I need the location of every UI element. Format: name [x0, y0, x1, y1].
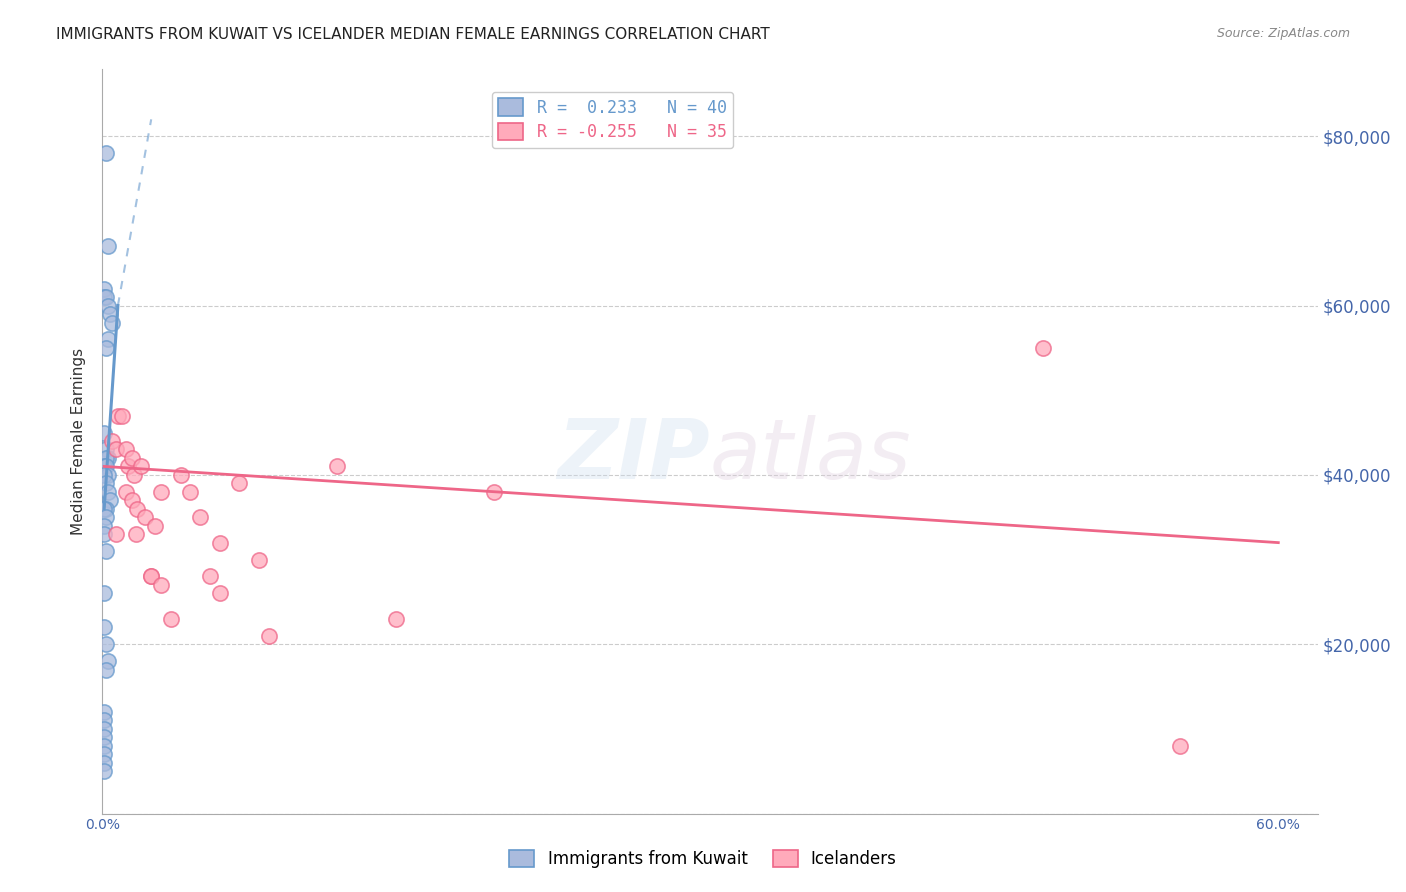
Text: IMMIGRANTS FROM KUWAIT VS ICELANDER MEDIAN FEMALE EARNINGS CORRELATION CHART: IMMIGRANTS FROM KUWAIT VS ICELANDER MEDI… [56, 27, 770, 42]
Point [169, 467, 191, 482]
Point [94, 544, 117, 558]
Point [141, 569, 163, 583]
Point [93, 586, 115, 600]
Point [93, 620, 115, 634]
Point [93, 459, 115, 474]
Point [114, 484, 136, 499]
Point [1168, 739, 1191, 753]
Point [93, 722, 115, 736]
Point [188, 510, 211, 524]
Point [93, 714, 115, 728]
Point [143, 518, 166, 533]
Point [93, 764, 115, 779]
Point [93, 739, 115, 753]
Point [385, 612, 408, 626]
Point [107, 409, 129, 423]
Point [94, 459, 117, 474]
Point [198, 569, 221, 583]
Point [97, 467, 120, 482]
Point [150, 578, 173, 592]
Point [98, 493, 121, 508]
Point [94, 146, 117, 161]
Point [257, 629, 280, 643]
Point [124, 527, 146, 541]
Point [94, 663, 117, 677]
Point [104, 442, 127, 457]
Point [98, 307, 121, 321]
Legend: R =  0.233   N = 40, R = -0.255   N = 35: R = 0.233 N = 40, R = -0.255 N = 35 [492, 92, 734, 148]
Point [208, 586, 231, 600]
Point [94, 510, 117, 524]
Point [94, 637, 117, 651]
Point [93, 282, 115, 296]
Point [101, 316, 124, 330]
Point [127, 501, 149, 516]
Point [121, 493, 143, 508]
Point [141, 569, 163, 583]
Point [93, 501, 115, 516]
Point [93, 756, 115, 770]
Point [114, 442, 136, 457]
Point [97, 654, 120, 668]
Point [93, 467, 115, 482]
Point [1032, 341, 1054, 355]
Point [134, 510, 156, 524]
Point [97, 333, 120, 347]
Text: atlas: atlas [710, 416, 911, 497]
Point [121, 450, 143, 465]
Point [159, 612, 181, 626]
Point [94, 501, 117, 516]
Point [179, 484, 201, 499]
Point [94, 442, 117, 457]
Point [111, 409, 134, 423]
Point [94, 450, 117, 465]
Text: Source: ZipAtlas.com: Source: ZipAtlas.com [1216, 27, 1350, 40]
Text: ZIP: ZIP [557, 416, 710, 497]
Point [104, 527, 127, 541]
Point [150, 484, 173, 499]
Point [94, 341, 117, 355]
Y-axis label: Median Female Earnings: Median Female Earnings [72, 348, 86, 534]
Point [93, 518, 115, 533]
Point [122, 467, 145, 482]
Point [94, 290, 117, 304]
Point [93, 705, 115, 719]
Point [131, 459, 153, 474]
Point [208, 535, 231, 549]
Point [228, 476, 250, 491]
Point [247, 552, 270, 566]
Point [117, 459, 139, 474]
Point [484, 484, 506, 499]
Point [93, 290, 115, 304]
Point [97, 299, 120, 313]
Point [93, 747, 115, 762]
Point [93, 425, 115, 440]
Point [326, 459, 349, 474]
Point [97, 239, 120, 253]
Point [97, 484, 120, 499]
Point [101, 434, 124, 448]
Point [94, 476, 117, 491]
Point [93, 527, 115, 541]
Point [97, 450, 120, 465]
Legend: Immigrants from Kuwait, Icelanders: Immigrants from Kuwait, Icelanders [502, 843, 904, 875]
Point [93, 731, 115, 745]
